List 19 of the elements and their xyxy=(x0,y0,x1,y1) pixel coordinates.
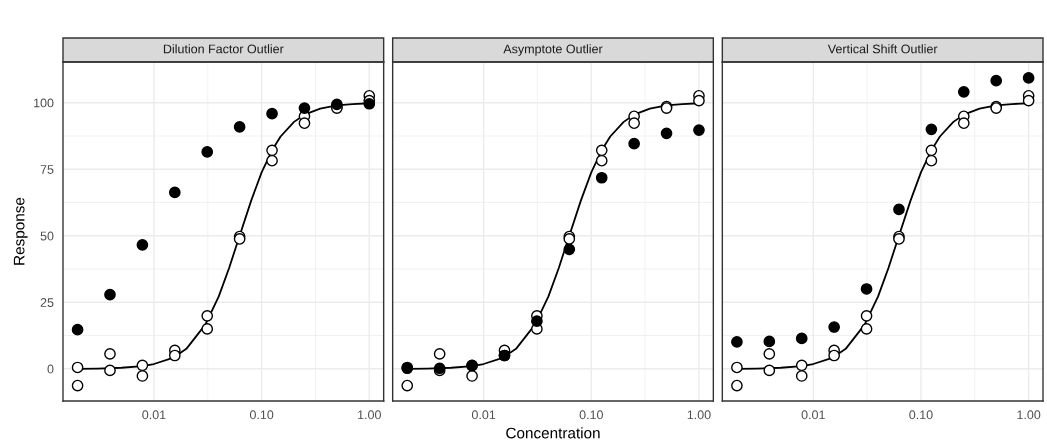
x-tick-label: 1.00 xyxy=(687,410,711,420)
y-tick-label: 75 xyxy=(40,165,54,174)
x-tick-label: 1.00 xyxy=(358,410,381,420)
chart-title: Dilution Factor Outlier xyxy=(163,44,284,54)
chart-title: Vertical Shift Outlier xyxy=(827,44,938,54)
x-tick-label: 0.10 xyxy=(579,410,603,420)
y-axis-title: Response xyxy=(13,197,28,265)
y-tick-label: 25 xyxy=(40,298,54,307)
x-tick-label: 0.10 xyxy=(249,410,274,420)
x-tick-label: 0.01 xyxy=(801,410,825,420)
x-axis-title: Concentration xyxy=(506,427,600,439)
y-tick-label: 100 xyxy=(34,98,54,108)
x-tick-label: 1.00 xyxy=(1017,410,1041,420)
x-tick-label: 0.01 xyxy=(471,410,496,420)
y-tick-label: 50 xyxy=(40,231,54,241)
x-tick-label: 0.01 xyxy=(142,410,166,420)
x-tick-label: 0.10 xyxy=(909,410,933,420)
y-tick-label: 0 xyxy=(47,364,54,374)
chart-title: Asymptote Outlier xyxy=(503,44,603,56)
